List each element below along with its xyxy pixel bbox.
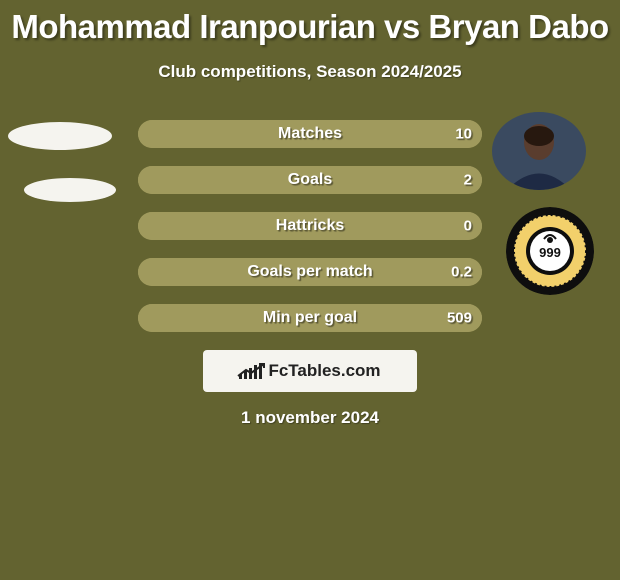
stat-label: Goals per match (247, 263, 372, 281)
stat-bar: Hattricks 0 (138, 212, 482, 240)
stat-bar: Goals 2 (138, 166, 482, 194)
stat-row: Goals 2 (0, 166, 620, 194)
subtitle: Club competitions, Season 2024/2025 (0, 62, 620, 82)
stat-bar: Goals per match 0.2 (138, 258, 482, 286)
stat-bar: Min per goal 509 (138, 304, 482, 332)
stat-label: Hattricks (276, 217, 344, 235)
stat-value-right: 0 (464, 218, 472, 235)
brand-text: FcTables.com (268, 361, 380, 381)
stat-label: Matches (278, 125, 342, 143)
page-title: Mohammad Iranpourian vs Bryan Dabo (0, 0, 620, 46)
stat-value-right: 0.2 (451, 264, 472, 281)
stat-value-right: 2 (464, 172, 472, 189)
infographic-root: Mohammad Iranpourian vs Bryan Dabo Club … (0, 0, 620, 580)
stat-label: Min per goal (263, 309, 357, 327)
stat-value-right: 10 (455, 126, 472, 143)
stat-row: Min per goal 509 (0, 304, 620, 332)
datestamp: 1 november 2024 (0, 408, 620, 428)
stat-row: Hattricks 0 (0, 212, 620, 240)
brand-box[interactable]: FcTables.com (203, 350, 417, 392)
stat-row: Matches 10 (0, 120, 620, 148)
brand-chart-icon (239, 363, 262, 379)
stat-label: Goals (288, 171, 332, 189)
stat-bar: Matches 10 (138, 120, 482, 148)
stat-value-right: 509 (447, 310, 472, 327)
stat-row: Goals per match 0.2 (0, 258, 620, 286)
